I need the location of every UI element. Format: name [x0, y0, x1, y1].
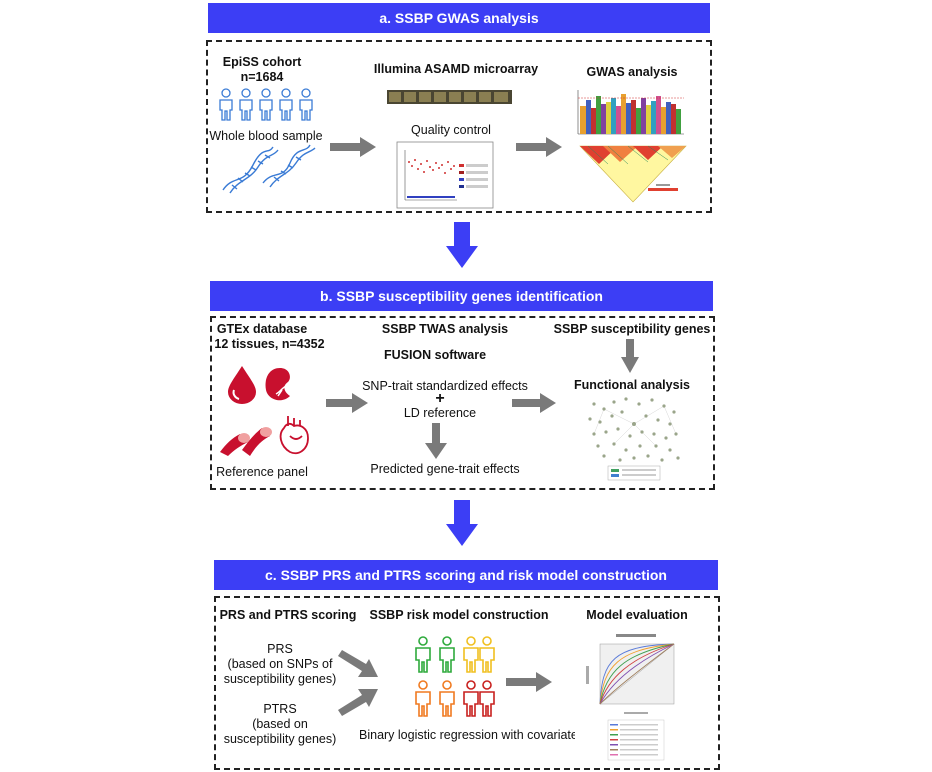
regression-label: Binary logistic regression with covariat… — [359, 728, 575, 742]
snp-effects-label: SNP-trait standardized effects — [362, 379, 528, 393]
dna-icon — [222, 144, 316, 194]
cohort-n: n=1684 — [240, 70, 284, 84]
blood-drop-icon — [228, 366, 256, 404]
person-icon — [479, 680, 495, 717]
twas-label: SSBP TWAS analysis — [381, 322, 509, 336]
qc-plot-icon — [396, 141, 494, 209]
ptrs-line-1: PTRS — [263, 702, 297, 716]
person-icon — [219, 88, 233, 121]
cohort-title: EpiSS cohort — [222, 55, 302, 69]
flow-arrow-a-to-b — [446, 222, 478, 268]
section-b-title: b. SSBP susceptibility genes identificat… — [320, 288, 603, 304]
prs-line-2: (based on SNPs of — [227, 657, 333, 671]
heart-icon — [279, 416, 309, 455]
person-icon — [279, 88, 293, 121]
ld-reference-label: LD reference — [403, 406, 477, 420]
arrow-ptrs-to-model — [338, 689, 378, 716]
arrow-genes-to-functional — [621, 339, 639, 373]
arrow-gtex-to-twas — [326, 393, 368, 413]
predicted-label: Predicted gene-trait effects — [370, 462, 520, 476]
reference-panel-label: Reference panel — [216, 465, 308, 479]
section-c-banner: c. SSBP PRS and PTRS scoring and risk mo… — [214, 560, 718, 590]
person-icon — [439, 636, 455, 673]
artery-icon — [220, 427, 272, 456]
section-a-panel — [206, 40, 712, 213]
microarray-label: Illumina ASAMD microarray — [373, 62, 539, 76]
section-c-title: c. SSBP PRS and PTRS scoring and risk mo… — [265, 567, 667, 583]
person-icon — [479, 636, 495, 673]
arrow-twas-to-functional — [512, 393, 556, 413]
gtex-sub: 12 tissues, n=4352 — [214, 337, 325, 351]
qc-label: Quality control — [411, 123, 491, 137]
plus-sign: + — [435, 390, 445, 407]
sample-label: Whole blood sample — [209, 129, 323, 143]
person-icon — [259, 88, 273, 121]
arrow-to-predicted — [425, 423, 447, 459]
gtex-title: GTEx database — [216, 322, 308, 336]
manhattan-plot-icon — [577, 90, 684, 135]
person-icon — [463, 636, 479, 673]
arrow-model-to-evaluation — [506, 672, 552, 692]
functional-label: Functional analysis — [573, 378, 690, 392]
arrow-microarray-to-gwas — [516, 137, 562, 157]
gwas-label: GWAS analysis — [586, 65, 678, 79]
section-b-banner: b. SSBP susceptibility genes identificat… — [210, 281, 713, 311]
risk-model-label: SSBP risk model construction — [369, 608, 549, 622]
arrow-prs-to-model — [338, 650, 378, 677]
arrow-cohort-to-microarray — [330, 137, 376, 157]
section-b-panel — [210, 316, 715, 490]
ptrs-line-3: susceptibility genes) — [223, 732, 337, 746]
evaluation-label: Model evaluation — [586, 608, 688, 622]
microarray-icon — [387, 90, 512, 104]
network-icon — [588, 397, 680, 481]
person-icon — [439, 680, 455, 717]
section-a-banner: a. SSBP GWAS analysis — [208, 3, 710, 33]
susceptibility-genes-label: SSBP susceptibility genes — [553, 322, 711, 336]
ptrs-line-2: (based on — [252, 717, 308, 731]
people-group-icon — [219, 88, 313, 121]
kidney-icon — [265, 368, 290, 401]
roc-plot-icon — [578, 630, 682, 762]
flow-arrow-b-to-c — [446, 500, 478, 546]
ld-heatmap-icon — [579, 145, 687, 203]
person-icon — [463, 680, 479, 717]
scoring-label: PRS and PTRS scoring — [219, 608, 357, 622]
section-a-title: a. SSBP GWAS analysis — [379, 10, 539, 26]
prs-line-3: susceptibility genes) — [223, 672, 337, 686]
section-c-panel — [214, 596, 720, 770]
person-icon — [415, 636, 431, 673]
fusion-label: FUSION software — [383, 348, 487, 362]
risk-people-icon — [415, 636, 495, 717]
person-icon — [239, 88, 253, 121]
person-icon — [299, 88, 313, 121]
person-icon — [415, 680, 431, 717]
prs-line-1: PRS — [267, 642, 293, 656]
